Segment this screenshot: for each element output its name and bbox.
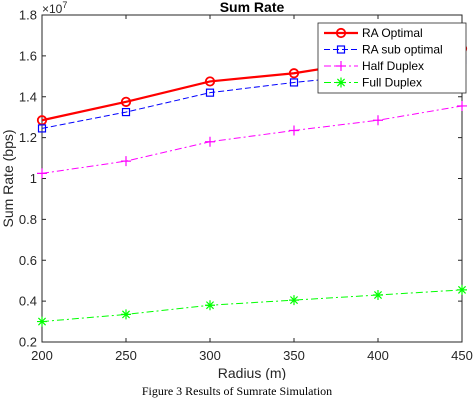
y-tick-label: 0.8 <box>19 212 37 227</box>
x-tick-label: 300 <box>199 348 221 363</box>
y-multiplier: ×107 <box>42 0 67 16</box>
series-3 <box>37 284 467 327</box>
x-tick-label: 400 <box>367 348 389 363</box>
data-point-marker <box>204 76 216 87</box>
legend-label: Half Duplex <box>362 59 424 73</box>
data-point-marker <box>121 156 131 167</box>
chart: 200 250 300 350 400 450 0.2 0.4 0.6 0.8 1 1.2 1.4 1.6… <box>0 0 473 380</box>
data-point-marker <box>121 309 131 320</box>
legend-label: RA Optimal <box>362 26 423 40</box>
data-point-marker <box>457 284 467 295</box>
data-point-marker <box>37 168 47 179</box>
data-point-marker <box>373 115 383 126</box>
y-tick-label: 1 <box>30 171 37 186</box>
data-point-marker <box>205 136 215 147</box>
data-point-marker <box>121 107 131 117</box>
chart-title: Sum Rate <box>220 0 285 15</box>
data-point-marker <box>37 124 47 133</box>
figure-caption: Figure 3 Results of Sumrate Simulation <box>141 384 333 398</box>
y-tick-label: 0.6 <box>19 253 37 268</box>
y-multiplier-base: ×10 <box>42 2 63 16</box>
data-point-marker <box>120 96 132 107</box>
y-multiplier-exponent: 7 <box>62 0 67 10</box>
legend-entry: Half Duplex <box>324 59 424 73</box>
legend-entry: RA sub optimal <box>324 43 443 57</box>
legend-label: Full Duplex <box>362 76 422 90</box>
data-point-marker <box>205 300 215 311</box>
y-tick-label: 1.4 <box>19 89 37 104</box>
data-point-marker <box>336 61 346 71</box>
x-tick-label: 350 <box>283 348 305 363</box>
y-tick-label: 0.2 <box>19 335 37 350</box>
x-axis-label: Radius (m) <box>218 365 286 380</box>
data-point-marker <box>289 295 299 306</box>
data-point-marker <box>289 78 299 87</box>
ticks-layer: 200 250 300 350 400 450 0.2 0.4 0.6 0.8 1 1.2 1.4 1.6… <box>19 8 473 364</box>
series-line <box>41 289 463 323</box>
y-axis-label: Sum Rate (bps) <box>0 129 16 227</box>
legend-entry: RA Optimal <box>324 26 423 40</box>
x-tick-label: 450 <box>451 348 473 363</box>
legend-entry: Full Duplex <box>324 76 422 90</box>
y-tick-label: 1.2 <box>19 130 37 145</box>
y-tick-label: 1.8 <box>19 8 37 23</box>
series-2 <box>37 100 467 179</box>
legend: RA Optimal RA sub optimal Half Duplex Full … <box>317 22 467 94</box>
data-point-marker <box>205 88 215 97</box>
series-line <box>41 105 463 174</box>
data-point-marker <box>289 125 299 136</box>
data-point-marker <box>288 68 300 79</box>
data-point-marker <box>336 45 346 54</box>
data-point-marker <box>373 289 383 300</box>
legend-label: RA sub optimal <box>362 43 443 57</box>
y-tick-label: 0.4 <box>19 294 37 309</box>
data-point-marker <box>336 77 346 88</box>
data-point-marker <box>37 316 47 327</box>
x-tick-label: 200 <box>31 348 53 363</box>
data-point-marker <box>335 27 347 39</box>
data-point-marker <box>457 100 467 111</box>
x-tick-label: 250 <box>115 348 137 363</box>
y-tick-label: 1.6 <box>19 48 37 63</box>
